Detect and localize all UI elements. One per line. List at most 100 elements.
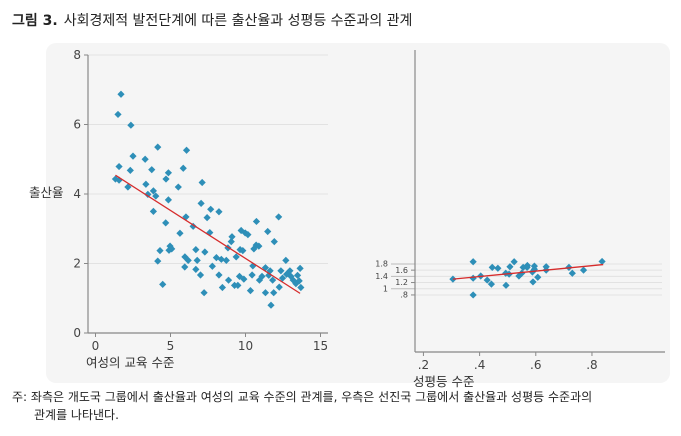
data-point: [261, 289, 270, 297]
data-point: [278, 274, 287, 282]
data-point: [148, 166, 156, 174]
data-point: [239, 247, 247, 255]
data-point: [494, 264, 502, 272]
data-point: [201, 248, 209, 256]
right-chart: .8 1 1.2 1.4 1.6 1.8 .2 .4 .6 .8 성평등 수준: [375, 50, 665, 389]
data-point: [162, 219, 170, 227]
data-point: [227, 238, 235, 246]
figure-label: 그림 3.: [12, 13, 58, 29]
data-point: [234, 281, 242, 289]
y-tick-label: 2: [73, 257, 81, 271]
data-point: [207, 205, 215, 213]
data-point: [519, 263, 527, 271]
x-tick-label: 15: [313, 339, 328, 353]
data-point: [598, 257, 606, 266]
data-point: [534, 273, 542, 281]
left-chart: 0 2 4 6 8 0 5 10 15 여성의 교육 수준 출산율: [29, 48, 328, 370]
fit-line: [115, 174, 301, 294]
data-point: [142, 180, 150, 188]
x-tick-label: 0: [92, 339, 100, 353]
data-point: [579, 266, 588, 274]
x-tick-label: .4: [474, 358, 485, 372]
data-point: [152, 192, 160, 200]
data-point: [297, 283, 305, 292]
data-point: [248, 271, 256, 279]
x-tick-label: 5: [167, 339, 175, 353]
data-point: [165, 246, 173, 254]
data-point: [568, 269, 576, 277]
data-point: [129, 152, 137, 160]
data-point: [156, 247, 164, 255]
data-point: [181, 263, 189, 271]
data-point: [117, 90, 125, 98]
data-point: [217, 255, 225, 263]
data-point: [283, 270, 291, 278]
data-point: [523, 261, 531, 270]
y-tick-label: 1.2: [395, 278, 408, 287]
x-tick-label: .2: [418, 358, 429, 372]
data-point: [295, 277, 303, 285]
chart-panel: [46, 43, 670, 383]
data-point: [179, 164, 187, 172]
data-point: [296, 264, 304, 272]
data-point: [115, 162, 123, 171]
data-point: [203, 214, 211, 222]
data-point: [483, 276, 491, 284]
y-tick-label: 1: [383, 284, 388, 293]
data-point: [141, 155, 149, 163]
y-tick-label: .8: [400, 291, 408, 300]
fit-line: [452, 263, 604, 280]
data-point: [252, 217, 261, 226]
data-point: [488, 263, 496, 271]
data-point: [193, 256, 201, 264]
y-tick-label: 1.4: [375, 272, 388, 281]
data-point: [255, 242, 263, 250]
data-point: [286, 267, 294, 275]
data-point: [269, 276, 277, 284]
data-point: [277, 267, 285, 275]
data-point: [192, 246, 200, 254]
data-point: [154, 257, 162, 265]
data-point: [164, 169, 172, 177]
data-point: [232, 253, 240, 261]
y-tick-label: 0: [73, 326, 81, 340]
x-tick-label: .6: [530, 358, 541, 372]
figure-title: 그림 3. 사회경제적 발전단계에 따른 출산율과 성평등 수준과의 관계: [12, 10, 412, 30]
data-point: [215, 271, 223, 279]
data-point: [267, 301, 275, 309]
data-point: [292, 280, 300, 288]
data-point: [198, 178, 206, 187]
data-point: [200, 289, 208, 297]
data-point: [215, 208, 223, 216]
data-point: [154, 143, 162, 151]
data-point: [246, 287, 255, 295]
data-point: [212, 253, 220, 262]
data-point: [184, 256, 192, 264]
y-tick-label: 8: [73, 48, 81, 62]
data-point: [264, 227, 272, 236]
data-point: [469, 291, 477, 299]
data-point: [126, 166, 134, 174]
data-point: [208, 262, 216, 270]
data-point: [244, 231, 252, 239]
data-point: [149, 187, 157, 195]
data-point: [144, 190, 152, 198]
footnote: 주: 좌측은 개도국 그룹에서 출산율과 여성의 교육 수준의 관계를, 우측은…: [12, 388, 677, 424]
y-tick-label: 1.8: [375, 260, 388, 269]
data-point: [240, 275, 248, 283]
data-point: [127, 121, 135, 129]
data-point: [149, 207, 157, 215]
data-point: [222, 256, 230, 264]
y-axis-label: 출산율: [29, 185, 64, 200]
data-point: [510, 258, 518, 266]
data-point: [266, 267, 274, 275]
data-point: [114, 110, 122, 119]
data-point: [261, 264, 270, 272]
data-point: [270, 289, 278, 297]
data-point: [487, 280, 496, 288]
data-point: [515, 272, 523, 280]
data-point: [224, 276, 233, 284]
x-tick-label: 10: [238, 339, 253, 353]
data-point: [275, 213, 283, 221]
